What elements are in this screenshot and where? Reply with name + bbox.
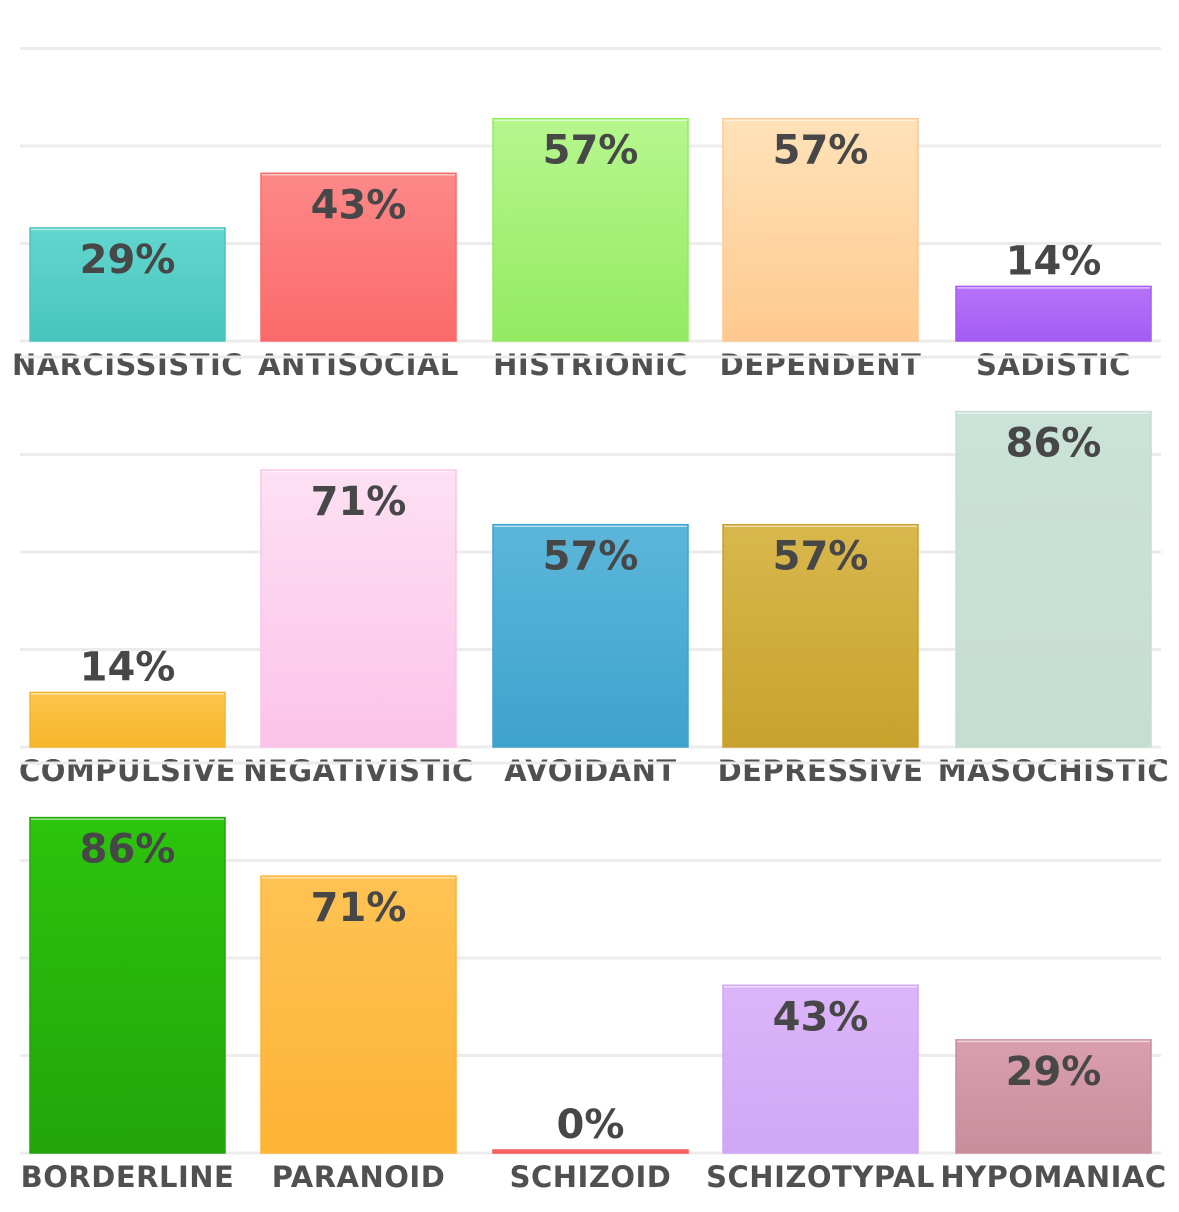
- value-label: 29%: [80, 237, 176, 283]
- category-label: MASOCHISTIC: [938, 754, 1169, 788]
- category-label: PARANOID: [272, 1160, 446, 1194]
- value-label: 43%: [773, 994, 869, 1040]
- value-label: 29%: [1006, 1049, 1102, 1095]
- bar-paranoid: [260, 875, 457, 1154]
- category-label: ANTISOCIAL: [258, 348, 459, 382]
- bar-antisocial: [260, 172, 457, 342]
- bar-histrionic: [492, 117, 689, 342]
- bar-masochistic: [955, 410, 1152, 748]
- category-label: AVOIDANT: [504, 754, 676, 788]
- value-label: 57%: [543, 534, 639, 580]
- bar-avoidant: [492, 523, 689, 748]
- bar-schizoid: [492, 1149, 689, 1154]
- chart-panel-1: 29% NARCISSISTIC 43% ANTISOCIAL 57% HISTRIONI…: [12, 47, 1161, 382]
- value-label: 0%: [557, 1102, 625, 1148]
- category-label: COMPULSIVE: [19, 754, 236, 788]
- category-label: SCHIZOTYPAL: [706, 1160, 935, 1194]
- category-label: NEGATIVISTIC: [243, 754, 474, 788]
- value-label: 43%: [311, 182, 407, 228]
- category-label: HISTRIONIC: [493, 348, 688, 382]
- bar-negativistic: [260, 469, 457, 748]
- bar-depressive: [722, 523, 919, 748]
- chart-panel-3: 86% BORDERLINE 71% PARANOID 0% SCHIZOID 43% SCH…: [20, 761, 1166, 1194]
- bar-schizotypal: [722, 984, 919, 1154]
- value-label: 86%: [80, 827, 176, 873]
- chart-panel-2: 14% COMPULSIVE 71% NEGATIVISTIC 57% AVOIDANT 5…: [19, 355, 1169, 788]
- bar-hypomaniac: [955, 1039, 1152, 1154]
- category-label: SCHIZOID: [510, 1160, 672, 1194]
- value-label: 14%: [80, 644, 176, 690]
- value-label: 57%: [543, 128, 639, 174]
- value-label: 57%: [773, 534, 869, 580]
- value-label: 14%: [1006, 238, 1102, 284]
- value-label: 86%: [1006, 421, 1102, 467]
- bar-narcissistic: [29, 227, 226, 342]
- category-label: DEPRESSIVE: [718, 754, 924, 788]
- bar-dependent: [722, 117, 919, 342]
- bar-sadistic: [955, 285, 1152, 342]
- category-label: SADISTIC: [976, 348, 1131, 382]
- value-label: 71%: [311, 885, 407, 931]
- category-label: NARCISSISTIC: [12, 348, 243, 382]
- value-label: 57%: [773, 128, 869, 174]
- value-label: 71%: [311, 479, 407, 525]
- bar-compulsive: [29, 691, 226, 748]
- category-label: DEPENDENT: [720, 348, 922, 382]
- bar-borderline: [29, 816, 226, 1154]
- category-label: BORDERLINE: [21, 1160, 235, 1194]
- category-label: HYPOMANIAC: [940, 1160, 1166, 1194]
